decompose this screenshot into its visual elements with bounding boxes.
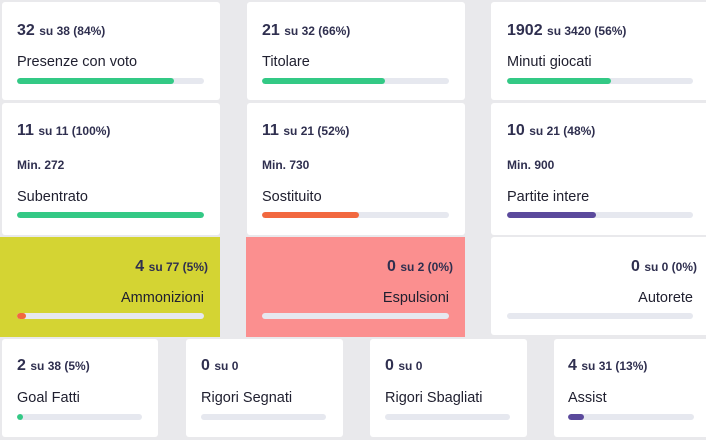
stat-value-line: 11 su 21 (52%): [262, 122, 349, 140]
minutes-label: Min. 272: [17, 158, 65, 172]
progress-bar: [17, 414, 142, 420]
stat-label: Partite intere: [507, 189, 590, 205]
stat-card-minuti: 1902 su 3420 (56%) Minuti giocati: [491, 2, 706, 100]
progress-bar: [507, 313, 693, 319]
stat-value: 21: [262, 22, 280, 39]
stat-total: su 21 (48%): [529, 124, 596, 138]
stat-card-ammonizioni: 4 su 77 (5%) Ammonizioni: [0, 237, 220, 337]
stat-value-line: 4 su 77 (5%): [135, 258, 208, 276]
stat-card-partite-intere: 10 su 21 (48%) Min. 900 Partite intere: [491, 103, 706, 235]
stat-label: Assist: [568, 390, 607, 406]
stat-total: su 0: [398, 359, 423, 373]
stat-total: su 0: [214, 359, 239, 373]
stat-value-line: 11 su 11 (100%): [17, 122, 110, 140]
stat-total: su 3420 (56%): [547, 24, 627, 38]
progress-fill: [507, 212, 597, 218]
stat-card-titolare: 21 su 32 (66%) Titolare: [247, 2, 465, 100]
stat-total: su 77 (5%): [148, 260, 208, 274]
stat-value: 0: [385, 357, 394, 374]
stat-value: 0: [630, 258, 640, 275]
progress-bar: [201, 414, 326, 420]
stat-total: su 32 (66%): [284, 24, 351, 38]
progress-bar: [262, 78, 449, 84]
stat-value-line: 0 su 2 (0%): [387, 258, 453, 276]
progress-fill: [17, 78, 175, 84]
stat-value-line: 0 su 0: [385, 357, 422, 375]
stat-card-subentrato: 11 su 11 (100%) Min. 272 Subentrato: [2, 103, 220, 235]
progress-fill: [568, 414, 585, 420]
stat-total: su 11 (100%): [38, 124, 111, 138]
stat-label: Sostituito: [262, 189, 322, 205]
stat-card-espulsioni: 0 su 2 (0%) Espulsioni: [246, 237, 465, 337]
stat-value-line: 4 su 31 (13%): [568, 357, 647, 375]
stat-card-rigori-segnati: 0 su 0 Rigori Segnati: [186, 339, 343, 437]
progress-fill: [262, 212, 360, 218]
progress-bar: [17, 78, 204, 84]
stat-card-sostituito: 11 su 21 (52%) Min. 730 Sostituito: [247, 103, 465, 235]
progress-fill: [262, 78, 386, 84]
stat-label: Presenze con voto: [17, 54, 138, 70]
stat-label: Espulsioni: [382, 290, 449, 306]
stat-card-assist: 4 su 31 (13%) Assist: [554, 339, 706, 437]
stat-total: su 2 (0%): [400, 260, 453, 274]
stat-value-line: 0 su 0 (0%): [631, 258, 697, 276]
progress-fill: [507, 78, 612, 84]
stat-value: 1902: [507, 22, 543, 39]
stat-value-line: 32 su 38 (84%): [17, 22, 105, 40]
stat-total: su 0 (0%): [644, 260, 697, 274]
stat-label: Subentrato: [17, 189, 88, 205]
progress-bar: [507, 212, 693, 218]
stat-label: Goal Fatti: [17, 390, 80, 406]
stat-value: 0: [386, 258, 396, 275]
stat-value: 32: [17, 22, 35, 39]
stat-label: Rigori Segnati: [201, 390, 293, 406]
stat-card-presenze: 32 su 38 (84%) Presenze con voto: [2, 2, 220, 100]
stat-total: su 38 (84%): [39, 24, 106, 38]
stat-total: su 21 (52%): [283, 124, 350, 138]
stat-value: 11: [17, 122, 34, 139]
progress-fill: [17, 414, 24, 420]
progress-bar: [17, 313, 204, 319]
stat-label: Ammonizioni: [121, 290, 204, 306]
stat-value: 2: [17, 357, 26, 374]
stat-card-rigori-sbagliati: 0 su 0 Rigori Sbagliati: [370, 339, 527, 437]
progress-bar: [568, 414, 694, 420]
stat-total: su 31 (13%): [581, 359, 648, 373]
minutes-label: Min. 730: [262, 158, 310, 172]
stat-label: Autorete: [638, 290, 693, 306]
minutes-label: Min. 900: [507, 158, 555, 172]
stat-value: 0: [201, 357, 210, 374]
stat-value: 10: [507, 122, 525, 139]
progress-fill: [17, 313, 27, 319]
stat-value-line: 10 su 21 (48%): [507, 122, 595, 140]
stat-value: 4: [135, 258, 145, 275]
stat-value-line: 2 su 38 (5%): [17, 357, 90, 375]
stat-value-line: 21 su 32 (66%): [262, 22, 350, 40]
progress-bar: [17, 212, 204, 218]
stat-label: Minuti giocati: [507, 54, 592, 70]
progress-bar: [262, 313, 449, 319]
stat-label: Titolare: [262, 54, 310, 70]
stat-value-line: 1902 su 3420 (56%): [507, 22, 626, 40]
progress-bar: [507, 78, 693, 84]
progress-bar: [262, 212, 449, 218]
stat-value: 4: [568, 357, 577, 374]
stat-label: Rigori Sbagliati: [385, 390, 483, 406]
stat-value-line: 0 su 0: [201, 357, 238, 375]
stat-card-goal-fatti: 2 su 38 (5%) Goal Fatti: [2, 339, 158, 437]
progress-fill: [17, 212, 204, 218]
stat-value: 11: [262, 122, 279, 139]
progress-bar: [385, 414, 510, 420]
stat-total: su 38 (5%): [30, 359, 90, 373]
stat-card-autorete: 0 su 0 (0%) Autorete: [491, 237, 706, 335]
